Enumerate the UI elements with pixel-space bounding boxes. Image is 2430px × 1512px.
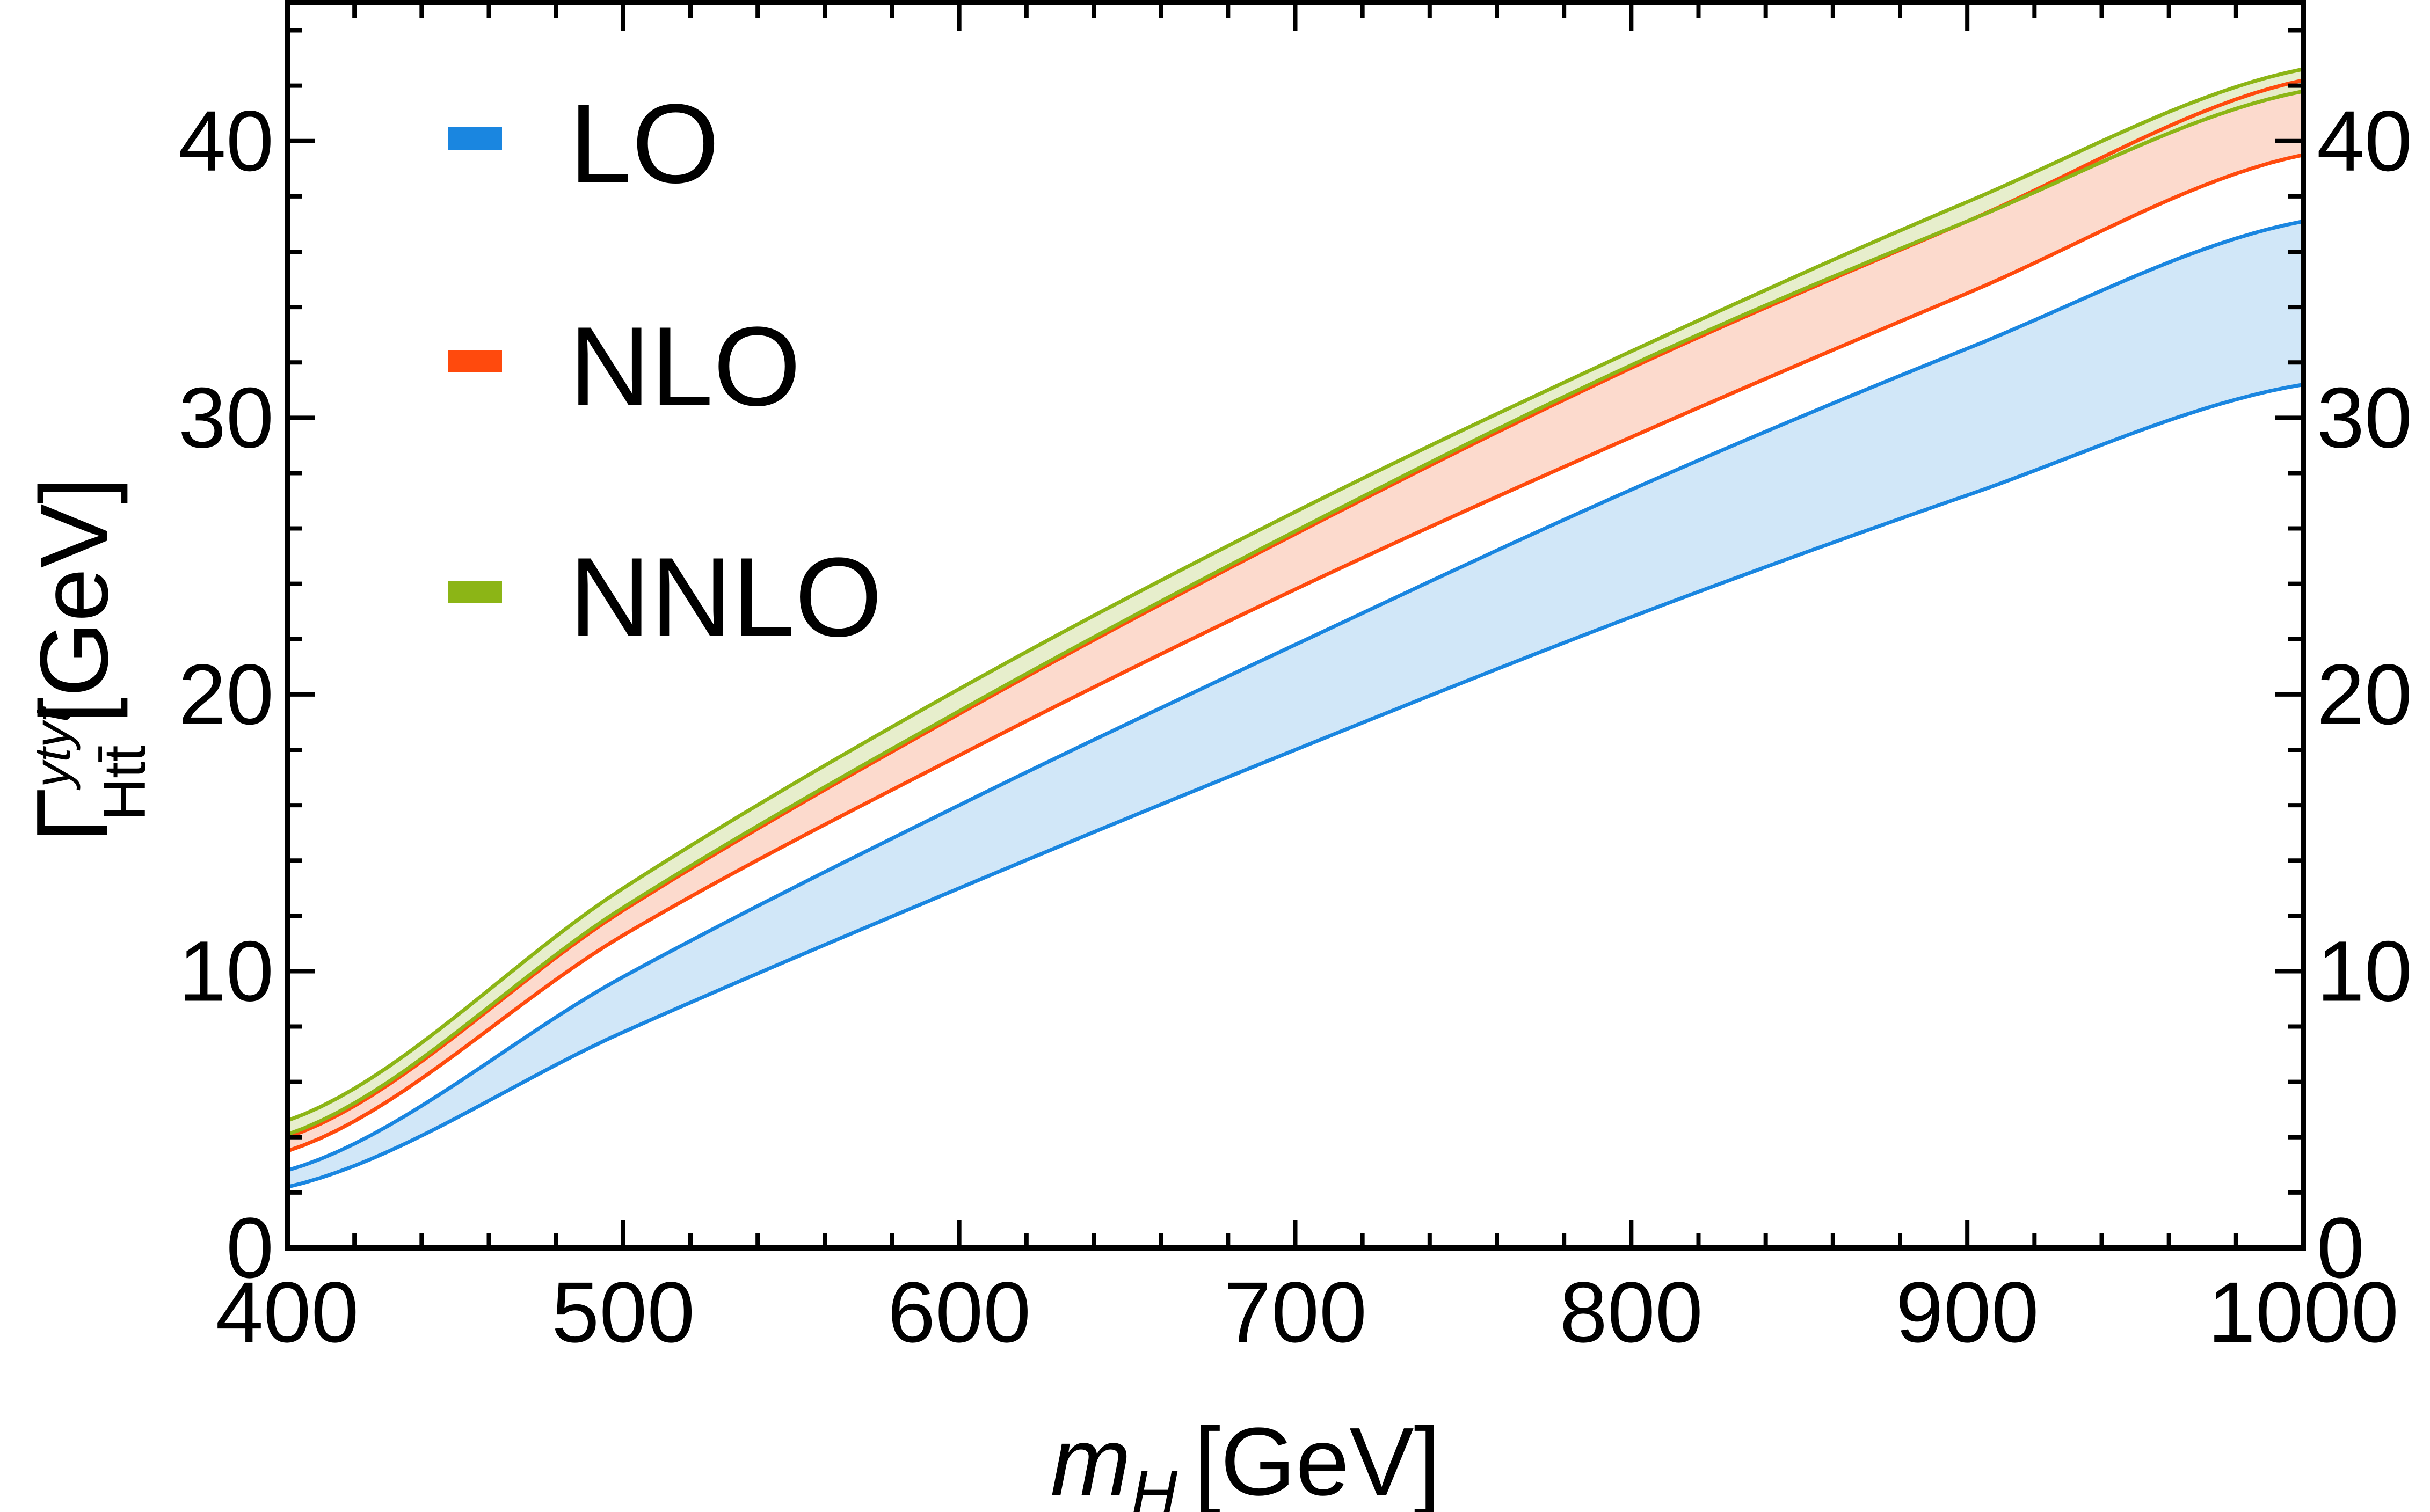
x-tick-label: 700 bbox=[1224, 1264, 1367, 1360]
line-lo-lower bbox=[287, 383, 2304, 1189]
y-axis-unit: [GeV] bbox=[20, 477, 128, 724]
x-tick-label: 600 bbox=[887, 1264, 1031, 1360]
y-tick-labels: 0 10 20 30 40 bbox=[178, 93, 274, 1296]
x-tick-label: 500 bbox=[551, 1264, 695, 1360]
x-tick-label: 400 bbox=[216, 1264, 359, 1360]
y-tick-labels-right: 0 10 20 30 40 bbox=[2317, 93, 2412, 1296]
y-tick-label: 10 bbox=[178, 923, 274, 1019]
line-nnlo-lower bbox=[286, 89, 2304, 1136]
band-lo bbox=[287, 221, 2303, 1187]
x-axis-unit: [GeV] bbox=[1194, 1408, 1440, 1512]
line-nnlo-upper bbox=[286, 67, 2304, 1123]
y-axis-superscript: ytyt bbox=[24, 706, 81, 791]
x-tick-label: 900 bbox=[1896, 1264, 2039, 1360]
y-tick-label-right: 0 bbox=[2317, 1200, 2364, 1296]
line-lo-upper bbox=[286, 219, 2304, 1172]
y-axis-subscript: Htt̄ bbox=[92, 746, 158, 821]
x-axis-subscript: H bbox=[1131, 1457, 1178, 1512]
y-axis-symbol: Γ bbox=[16, 787, 129, 844]
y-tick-label: 30 bbox=[178, 369, 274, 465]
legend-label-nnlo: NNLO bbox=[569, 534, 882, 660]
x-axis-symbol: m bbox=[1051, 1408, 1131, 1512]
legend-swatch-nlo bbox=[448, 350, 502, 372]
x-tick-labels: 400 500 600 700 800 900 1000 bbox=[216, 1264, 2399, 1360]
y-tick-label-right: 30 bbox=[2317, 369, 2412, 465]
x-tick-label: 1000 bbox=[2208, 1264, 2399, 1360]
x-tick-label: 800 bbox=[1560, 1264, 1703, 1360]
legend-label-lo: LO bbox=[569, 81, 719, 207]
legend-swatch-lo bbox=[448, 127, 502, 150]
line-nlo-lower bbox=[286, 153, 2304, 1153]
band-nlo bbox=[287, 80, 2303, 1151]
data-bands bbox=[287, 69, 2303, 1187]
legend: LO NLO NNLO bbox=[448, 81, 882, 660]
legend-swatch-nnlo bbox=[448, 581, 502, 603]
legend-label-nlo: NLO bbox=[569, 303, 801, 429]
y-tick-label: 40 bbox=[178, 93, 274, 189]
x-axis-label: mH [GeV] bbox=[1051, 1408, 1441, 1512]
y-axis-label: Γytyt Htt̄ [GeV] bbox=[16, 477, 158, 843]
data-lines bbox=[286, 67, 2304, 1189]
axis-ticks bbox=[285, 3, 2305, 1250]
y-tick-label-right: 20 bbox=[2317, 646, 2412, 742]
y-tick-label-right: 40 bbox=[2317, 93, 2412, 189]
y-tick-label-right: 10 bbox=[2317, 923, 2412, 1019]
y-tick-label: 0 bbox=[226, 1200, 274, 1296]
y-tick-label: 20 bbox=[178, 646, 274, 742]
